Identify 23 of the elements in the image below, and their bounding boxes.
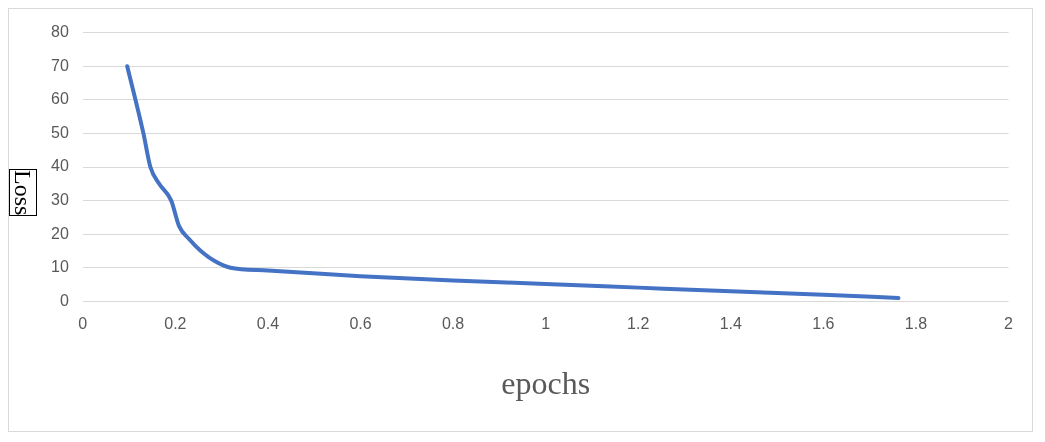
x-tick-label: 1.6	[812, 315, 835, 333]
x-tick-label: 1.8	[904, 315, 928, 333]
y-tick-label: 60	[51, 90, 69, 108]
y-tick-label: 30	[51, 191, 69, 209]
y-tick-label: 0	[59, 291, 69, 309]
y-tick-label: 50	[51, 123, 69, 141]
y-tick-label: 10	[51, 258, 69, 276]
x-tick-label: 0	[78, 315, 88, 333]
x-tick-label: 0.8	[441, 315, 465, 333]
x-tick-label: 2	[1004, 315, 1014, 333]
x-tick-label: 1.4	[719, 315, 743, 333]
x-axis-title: epochs	[501, 365, 591, 402]
y-tick-label: 70	[51, 56, 69, 74]
x-tick-label: 1.2	[627, 315, 650, 333]
x-tick-label: 0.4	[256, 315, 280, 333]
y-tick-label: 20	[51, 224, 69, 242]
y-axis-title: Loss	[9, 169, 37, 217]
line-series	[125, 64, 901, 301]
x-tick-label: 0.6	[349, 315, 372, 333]
x-tick-label: 0.2	[164, 315, 187, 333]
y-tick-label: 40	[51, 157, 69, 175]
x-tick-label: 1	[541, 315, 551, 333]
y-tick-label: 80	[51, 23, 69, 41]
